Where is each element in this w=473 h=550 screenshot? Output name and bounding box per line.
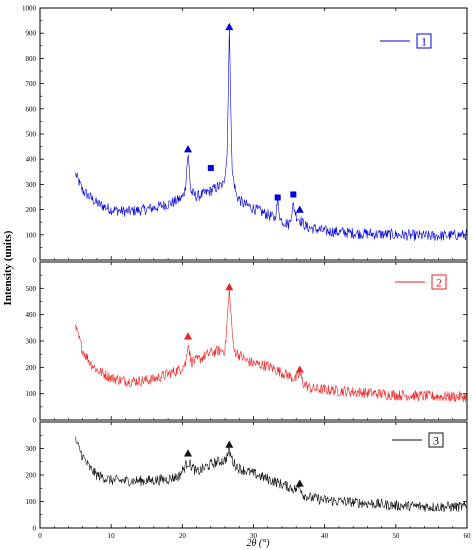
y-tick-label: 900 xyxy=(26,30,37,38)
y-tick-label: 300 xyxy=(26,338,37,346)
y-tick-label: 0 xyxy=(33,257,37,265)
y-tick-label: 100 xyxy=(26,231,37,239)
y-tick-label: 200 xyxy=(26,364,37,372)
panel-frame xyxy=(39,7,468,261)
peak-marker-triangle xyxy=(184,449,193,457)
y-tick-label: 0 xyxy=(33,525,37,533)
peak-marker-triangle xyxy=(295,205,304,213)
peak-marker-square xyxy=(290,191,297,198)
y-tick-label: 800 xyxy=(26,55,37,63)
legend-box-3 xyxy=(428,432,444,448)
y-tick-label: 600 xyxy=(26,105,37,113)
legend-label-3: 3 xyxy=(433,434,439,448)
y-tick-label: 500 xyxy=(26,131,37,139)
y-tick-label: 200 xyxy=(26,206,37,214)
legend-label-2: 2 xyxy=(436,276,442,290)
y-tick-label: 700 xyxy=(26,80,37,88)
y-tick-label: 400 xyxy=(26,311,37,319)
peak-marker-triangle xyxy=(184,145,193,153)
x-tick-label: 20 xyxy=(179,532,187,540)
y-tick-label: 100 xyxy=(26,390,37,398)
y-tick-label: 400 xyxy=(26,156,37,164)
x-tick-label: 0 xyxy=(38,532,42,540)
x-tick-label: 30 xyxy=(250,532,258,540)
peak-marker-triangle xyxy=(295,479,304,487)
legend-box-1 xyxy=(416,33,432,49)
y-tick-label: 100 xyxy=(26,498,37,506)
y-axis-label: Intensity (units) xyxy=(2,230,14,305)
peak-marker-triangle xyxy=(225,22,234,31)
y-tick-label: 300 xyxy=(26,445,37,453)
panel-3: 0 100 200 300 0 10 20 30 40 50 60 3 xyxy=(26,421,472,540)
y-tick-label: 500 xyxy=(26,285,37,293)
peak-marker-square xyxy=(207,165,214,172)
peak-marker-triangle xyxy=(225,283,234,291)
legend-box-2 xyxy=(431,274,447,290)
peak-marker-square xyxy=(274,194,281,201)
peak-marker-triangle xyxy=(225,440,234,448)
y-tick-label: 1000 xyxy=(22,5,37,13)
series-line-3 xyxy=(75,436,467,512)
legend-label-1: 1 xyxy=(421,35,427,49)
x-tick-label: 50 xyxy=(392,532,400,540)
panel-2: 0 100 200 300 400 500 2 xyxy=(26,261,468,425)
y-tick-label: 0 xyxy=(33,417,37,425)
x-tick-label: 60 xyxy=(464,532,472,540)
y-tick-label: 200 xyxy=(26,472,37,480)
peak-marker-triangle xyxy=(295,365,304,373)
peak-marker-triangle xyxy=(184,332,193,340)
x-tick-label: 40 xyxy=(321,532,329,540)
y-tick-label: 300 xyxy=(26,181,37,189)
series-line-1 xyxy=(75,28,468,241)
x-axis-label: 2θ (°) xyxy=(246,538,270,549)
series-line-2 xyxy=(75,288,467,403)
panel-1: 0 100 200 300 400 500 600 700 800 900 1000 1 xyxy=(22,5,468,265)
chart-panels: 0100200300400500600700800900100010100200… xyxy=(22,5,471,541)
panel-frame xyxy=(39,261,468,421)
x-tick-label: 10 xyxy=(108,532,116,540)
